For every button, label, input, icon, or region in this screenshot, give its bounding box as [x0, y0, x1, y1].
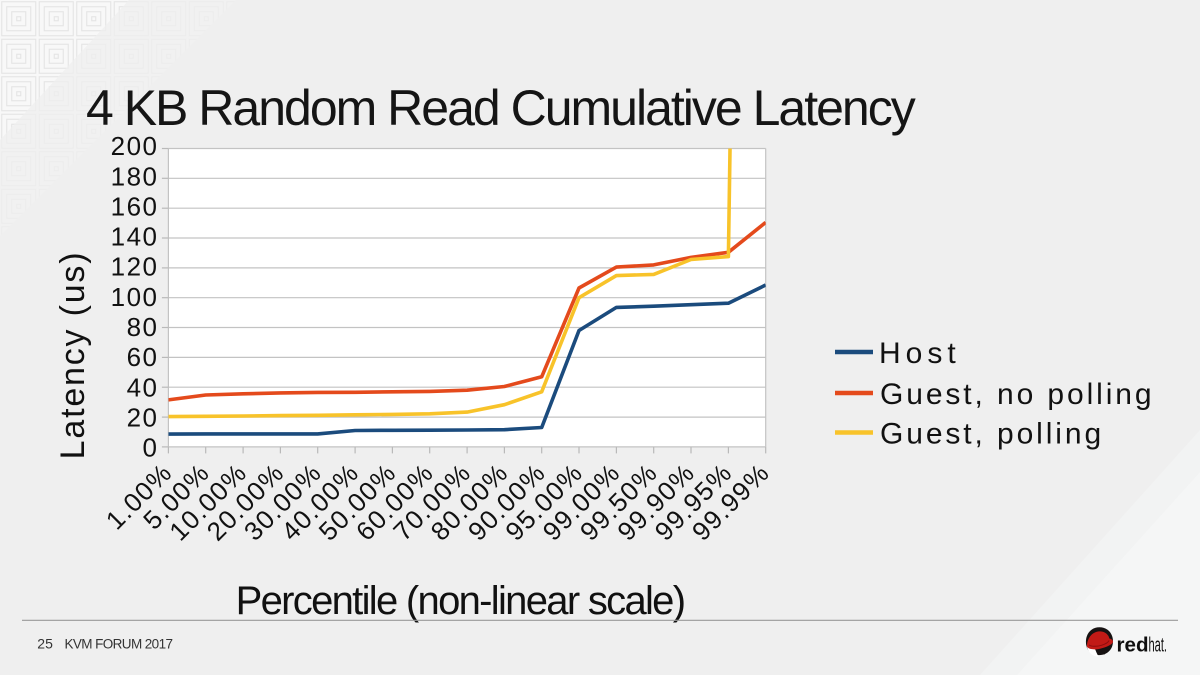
svg-text:Guest, no polling: Guest, no polling — [880, 378, 1154, 411]
svg-text:200: 200 — [111, 131, 159, 161]
svg-text:140: 140 — [111, 222, 159, 252]
svg-text:60: 60 — [127, 342, 159, 372]
svg-text:Percentile (non-linear scale): Percentile (non-linear scale) — [236, 579, 685, 623]
svg-text:160: 160 — [111, 191, 159, 221]
svg-text:Latency (us): Latency (us) — [54, 251, 92, 460]
svg-text:KVM FORUM 2017: KVM FORUM 2017 — [65, 636, 173, 651]
svg-text:180: 180 — [111, 161, 159, 191]
svg-text:red: red — [1117, 635, 1149, 657]
svg-text:100: 100 — [111, 282, 159, 312]
svg-text:4 KB Random Read Cumulative La: 4 KB Random Read Cumulative Latency — [86, 80, 916, 136]
svg-text:80: 80 — [127, 312, 159, 342]
svg-text:0: 0 — [143, 433, 159, 463]
svg-text:20: 20 — [127, 403, 159, 433]
svg-text:25: 25 — [37, 635, 53, 651]
svg-text:120: 120 — [111, 252, 159, 282]
svg-text:Guest, polling: Guest, polling — [880, 418, 1104, 451]
svg-text:40: 40 — [127, 372, 159, 402]
svg-text:hat.: hat. — [1149, 635, 1168, 657]
svg-text:Host: Host — [879, 337, 961, 370]
